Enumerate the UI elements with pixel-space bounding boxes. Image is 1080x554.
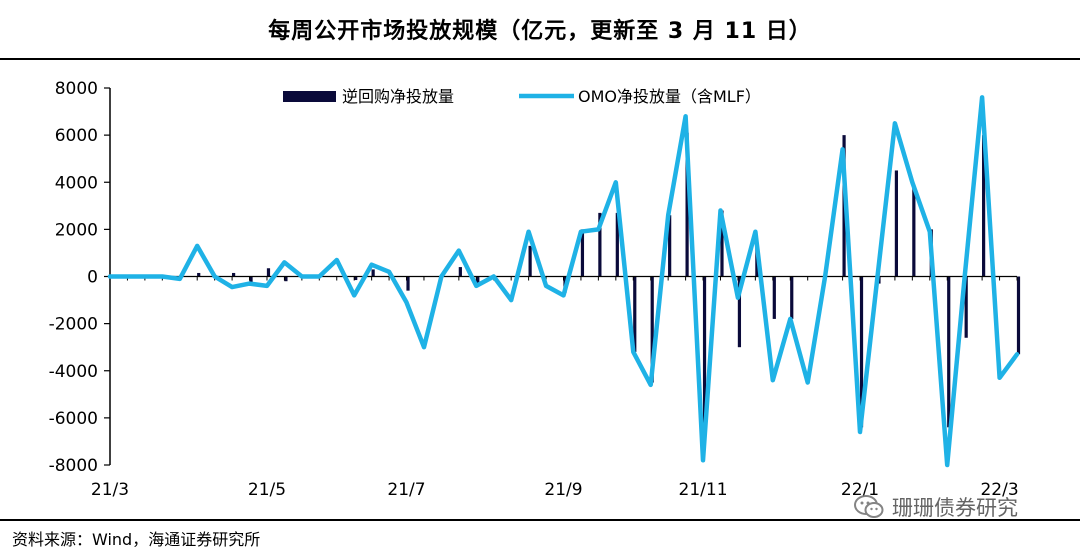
reverse-repo-bar <box>354 276 358 281</box>
reverse-repo-bar <box>650 276 654 383</box>
chart-title-bar: 每周公开市场投放规模（亿元，更新至 3 月 11 日） <box>0 0 1080 58</box>
y-tick-label: -6000 <box>49 409 98 429</box>
reverse-repo-bar <box>702 276 707 440</box>
reverse-repo-bar <box>476 276 480 284</box>
watermark-label: 珊珊债券研究 <box>892 496 1018 520</box>
reverse-repo-bar <box>668 215 672 277</box>
x-tick-label: 21/9 <box>544 480 582 500</box>
x-tick-label: 21/5 <box>248 480 286 500</box>
chart-title: 每周公开市场投放规模（亿元，更新至 3 月 11 日） <box>268 19 812 44</box>
y-tick-label: 8000 <box>55 79 98 99</box>
y-tick-label: 4000 <box>55 173 98 193</box>
omo-series-line <box>107 95 1020 468</box>
legend-swatch-bar <box>283 91 336 102</box>
y-tick-label: 2000 <box>55 220 98 240</box>
reverse-repo-bar <box>458 267 462 277</box>
legend-label-line: OMO净投放量（含MLF） <box>578 87 761 106</box>
reverse-repo-bar <box>737 276 742 348</box>
reverse-repo-bar <box>249 276 253 283</box>
source-note: 资料来源：Wind，海通证券研究所 <box>12 530 261 549</box>
top-rule <box>0 58 1080 60</box>
y-tick-label: 6000 <box>55 126 98 146</box>
x-tick-label: 21/3 <box>91 480 129 500</box>
x-tick-label: 22/1 <box>841 480 879 500</box>
reverse-repo-bar <box>231 272 236 277</box>
x-tick-label: 22/3 <box>980 480 1018 500</box>
reverse-repo-bar <box>598 212 602 277</box>
reverse-repo-bar <box>964 276 968 338</box>
y-tick-label: -2000 <box>49 315 98 335</box>
y-tick-label: -4000 <box>49 362 98 382</box>
reverse-repo-bar <box>720 210 724 277</box>
reverse-repo-bar <box>284 276 288 282</box>
reverse-repo-bar <box>266 268 271 277</box>
reverse-repo-bar <box>615 212 619 277</box>
watermark: 珊珊债券研究 <box>854 492 1018 522</box>
reverse-repo-bar <box>894 170 899 277</box>
reverse-repo-bar <box>982 135 986 277</box>
reverse-repo-bar <box>633 276 637 352</box>
reverse-repo-bar <box>912 186 916 277</box>
reverse-repo-bar <box>790 276 794 319</box>
bottom-rule <box>0 519 1080 521</box>
legend-label-bar: 逆回购净投放量 <box>342 87 454 106</box>
x-tick-label: 21/7 <box>387 480 425 500</box>
x-tick-label: 21/11 <box>679 480 728 500</box>
reverse-repo-bar <box>197 272 201 277</box>
y-tick-label: -8000 <box>49 456 98 476</box>
reverse-repo-bar <box>371 269 375 277</box>
reverse-repo-bar <box>947 276 951 428</box>
reverse-repo-bar <box>859 276 864 428</box>
reverse-repo-bar <box>685 132 689 277</box>
reverse-repo-bar <box>528 245 532 277</box>
reverse-repo-bar <box>580 229 585 277</box>
y-tick-label: 0 <box>87 268 98 288</box>
wechat-icon <box>854 495 884 518</box>
reverse-repo-bar <box>772 276 776 319</box>
reverse-repo-bar <box>1016 276 1021 355</box>
reverse-repo-bar <box>406 276 410 291</box>
